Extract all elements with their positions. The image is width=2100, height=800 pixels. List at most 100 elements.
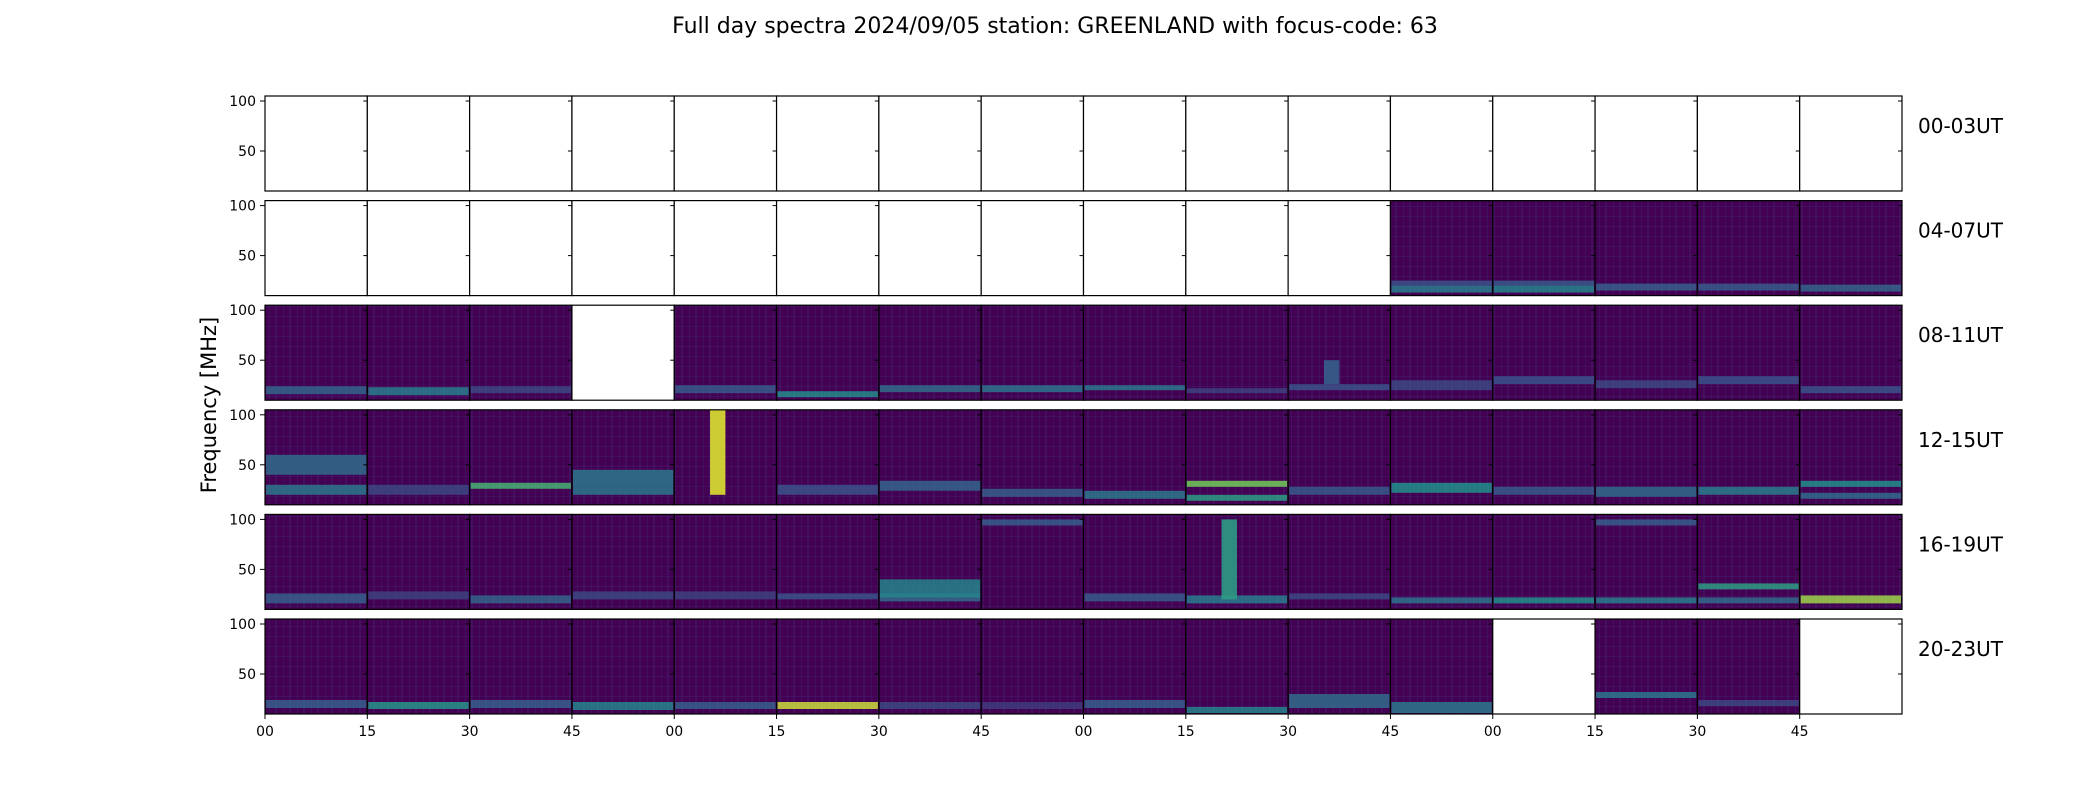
empty-panel <box>1799 95 1903 192</box>
panel-background <box>981 96 1084 191</box>
empty-panel <box>1287 95 1392 192</box>
empty-panel <box>1389 95 1494 192</box>
row-time-label: 08-11UT <box>1918 323 2004 347</box>
x-tick-label: 00 <box>1484 724 1502 740</box>
intensity-band <box>1698 700 1799 706</box>
intensity-band <box>1493 376 1595 385</box>
empty-panel <box>1082 200 1187 297</box>
y-tick-label: 100 <box>229 408 256 424</box>
empty-panel <box>1082 95 1187 192</box>
empty-panel <box>264 95 368 192</box>
x-tick-label: 00 <box>256 724 274 740</box>
y-tick-label: 50 <box>238 353 256 369</box>
empty-panel <box>1492 95 1596 192</box>
panel-background <box>1799 200 1902 296</box>
panel-background <box>1697 619 1800 714</box>
spectrogram-panel <box>1696 513 1801 611</box>
panel-frame <box>1799 409 1903 506</box>
empty-panel <box>1799 618 1903 715</box>
empty-panel <box>980 200 1085 297</box>
intensity-band <box>777 391 878 398</box>
intensity-band <box>1698 283 1799 291</box>
intensity-band <box>1596 486 1697 497</box>
panel-background <box>265 96 368 191</box>
empty-panel <box>571 95 675 192</box>
panel-background <box>981 619 1084 714</box>
panel-background <box>1595 619 1698 714</box>
panel-background <box>1492 200 1596 296</box>
panel-background <box>776 200 879 296</box>
spectrogram-panel <box>571 618 675 715</box>
intensity-band <box>1596 597 1697 604</box>
intensity-band <box>572 486 674 495</box>
panel-background <box>1492 514 1596 610</box>
intensity-band <box>470 482 571 489</box>
intensity-band <box>777 702 878 709</box>
panel-frame <box>1799 304 1903 401</box>
intensity-band <box>470 386 571 394</box>
spectrogram-panel <box>1492 513 1596 611</box>
intensity-band <box>368 702 469 709</box>
panel-background <box>367 200 470 296</box>
panel-background <box>469 619 572 714</box>
panel-background <box>878 619 982 714</box>
spectrogram-panel <box>980 513 1085 611</box>
intensity-band <box>675 702 776 709</box>
spectrogram-panel <box>1287 618 1392 715</box>
panel-background <box>674 96 777 191</box>
spectrogram-panel <box>1185 618 1289 715</box>
spectrogram-panel <box>1082 304 1187 401</box>
spectrogram-panel <box>980 618 1085 715</box>
panel-background <box>571 96 675 191</box>
spectrogram-panel <box>366 513 471 611</box>
x-tick-label: 45 <box>1382 724 1400 740</box>
intensity-band <box>572 702 674 710</box>
spectrogram-panel <box>1696 200 1801 297</box>
spectrogram-panel <box>1594 618 1698 715</box>
intensity-band <box>1186 707 1288 713</box>
empty-panel <box>469 200 573 297</box>
intensity-band <box>1289 384 1390 391</box>
panel-background <box>1390 514 1493 610</box>
panel-background <box>1185 409 1289 505</box>
intensity-band <box>368 387 469 396</box>
empty-panel <box>1696 95 1801 192</box>
panel-background <box>674 305 777 401</box>
x-tick-label: 00 <box>1075 724 1093 740</box>
spectrogram-panel <box>366 618 471 715</box>
panel-row: 100 50 20-23UT <box>229 617 2004 715</box>
panel-background <box>1595 96 1698 191</box>
y-tick-label: 50 <box>238 458 256 474</box>
spectrogram-panel <box>775 618 880 715</box>
row-time-label: 20-23UT <box>1918 637 2004 661</box>
spectrogram-panel <box>1082 409 1187 506</box>
intensity-band <box>777 484 878 495</box>
intensity-band <box>879 480 981 491</box>
spectrogram-panel <box>878 304 982 401</box>
panel-background <box>674 200 777 296</box>
spectrogram-panel <box>264 618 368 715</box>
panel-background <box>1083 200 1186 296</box>
intensity-band <box>1084 593 1185 602</box>
y-tick-label: 100 <box>229 512 256 528</box>
intensity-band <box>1800 386 1901 394</box>
intensity-band <box>982 488 1083 497</box>
spectrogram-panel <box>264 513 368 611</box>
panel-grid: 100 50 00-03UT 100 50 04-07UT 100 50 08-11UT 100 5… <box>229 94 2004 715</box>
spectrogram-panel <box>1287 304 1392 401</box>
intensity-band <box>1084 490 1185 499</box>
panel-background <box>878 305 982 401</box>
intensity-band <box>879 385 981 393</box>
panel-background <box>776 619 879 714</box>
spectrogram-panel <box>1799 200 1903 297</box>
intensity-band <box>1186 388 1288 394</box>
intensity-band <box>572 469 674 487</box>
spectrogram-panel <box>1082 618 1187 715</box>
panel-background <box>469 514 572 610</box>
intensity-band <box>675 385 776 394</box>
empty-panel <box>366 200 471 297</box>
panel-background <box>1390 619 1493 714</box>
spectrogram-panel <box>1185 513 1289 611</box>
spectrogram-panel <box>469 409 573 506</box>
panel-row: 100 50 16-19UT <box>229 512 2004 611</box>
